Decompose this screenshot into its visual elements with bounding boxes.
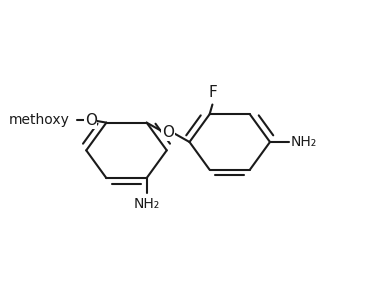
Text: O: O [162, 125, 174, 140]
Text: F: F [208, 85, 217, 100]
Text: NH₂: NH₂ [134, 197, 160, 211]
Text: NH₂: NH₂ [290, 135, 316, 149]
Text: methoxy: methoxy [9, 113, 70, 128]
Text: O: O [85, 113, 97, 128]
